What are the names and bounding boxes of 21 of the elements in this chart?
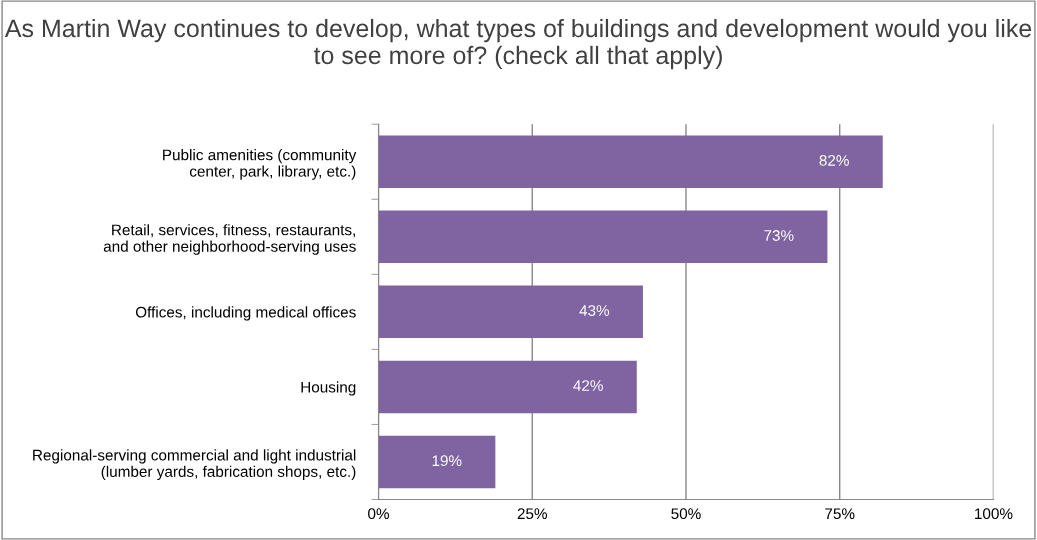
data-label: 82% <box>819 155 849 166</box>
y-tick-label: Public amenities (community center, park, library, etc.) <box>163 149 357 180</box>
bar <box>378 210 828 264</box>
x-tick-label: 75% <box>825 508 855 520</box>
y-tick-label: Housing <box>301 381 356 396</box>
x-tick-label: 25% <box>517 508 547 520</box>
bar <box>378 360 637 414</box>
data-label: 42% <box>573 380 603 391</box>
y-tick-label: Offices, including medical offices <box>135 306 356 321</box>
data-label: 43% <box>579 305 610 316</box>
y-tick-label: Retail, services, fitness, restaurants, and other neighborhood-serving uses <box>103 224 356 255</box>
data-label: 19% <box>432 455 462 467</box>
x-tick-label: 100% <box>975 508 1013 520</box>
bar <box>378 135 883 188</box>
x-tick-label: 0% <box>368 508 389 520</box>
bar <box>378 435 496 489</box>
chart-title: As Martin Way continues to develop, what types of buildings and development would you like to see more of? (check all that apply) <box>4 18 1032 70</box>
y-tick-label: Regional-serving commercial and light industrial (lumber yards, fabrication shops, etc.) <box>33 449 356 481</box>
x-tick-label: 50% <box>671 508 701 520</box>
data-label: 73% <box>764 230 794 241</box>
bar <box>378 285 643 339</box>
